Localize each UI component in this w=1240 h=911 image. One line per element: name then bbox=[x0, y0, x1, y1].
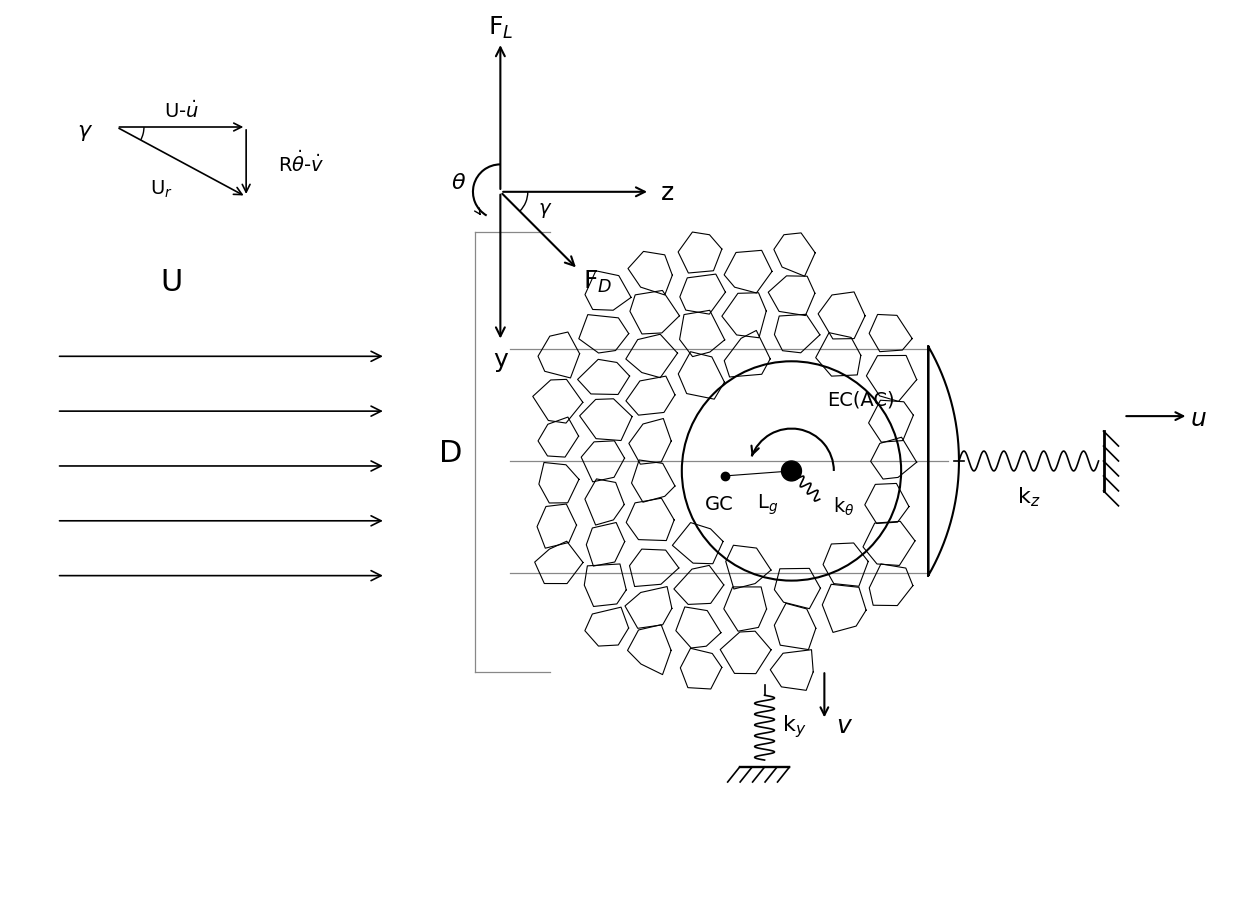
Text: U$_r$: U$_r$ bbox=[150, 179, 172, 200]
Circle shape bbox=[781, 462, 801, 481]
Text: EC(AC): EC(AC) bbox=[827, 390, 895, 409]
Text: $v$: $v$ bbox=[836, 713, 853, 737]
Text: F$_L$: F$_L$ bbox=[487, 15, 513, 41]
Text: $\theta$: $\theta$ bbox=[451, 173, 466, 192]
Text: y: y bbox=[494, 348, 507, 372]
Text: F$_D$: F$_D$ bbox=[583, 269, 613, 295]
Text: U: U bbox=[160, 268, 182, 297]
Text: $\gamma$: $\gamma$ bbox=[538, 201, 553, 220]
Text: k$_z$: k$_z$ bbox=[1017, 485, 1040, 508]
Text: k$_y$: k$_y$ bbox=[782, 712, 807, 739]
Text: L$_g$: L$_g$ bbox=[758, 492, 779, 516]
Text: D: D bbox=[439, 438, 463, 467]
Text: U-$\dot{u}$: U-$\dot{u}$ bbox=[164, 100, 198, 122]
Text: $u$: $u$ bbox=[1190, 406, 1207, 431]
Text: z: z bbox=[661, 180, 675, 205]
Text: $\gamma$: $\gamma$ bbox=[77, 123, 93, 143]
Text: k$_\theta$: k$_\theta$ bbox=[832, 496, 854, 517]
Text: GC: GC bbox=[706, 495, 734, 514]
Text: R$\dot{\theta}$-$\dot{v}$: R$\dot{\theta}$-$\dot{v}$ bbox=[278, 150, 324, 176]
